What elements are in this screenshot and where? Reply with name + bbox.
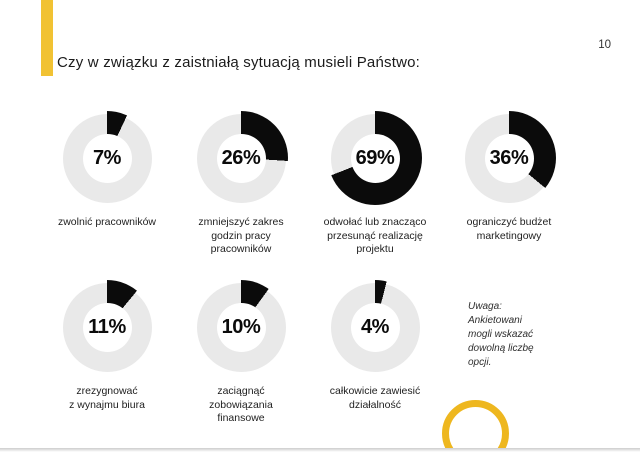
donut-percent-label: 26%	[221, 146, 261, 169]
donut-hole: 10%	[216, 302, 266, 352]
donut-percent-label: 7%	[92, 146, 122, 169]
donut-row-2: 11% zrezygnować z wynajmu biura 10% zacią…	[40, 280, 442, 426]
donut-label: zmniejszyć zakres godzin pracy pracowników	[198, 216, 284, 255]
donut-hole: 36%	[484, 133, 534, 183]
donut-percent-label: 11%	[88, 315, 126, 338]
donut-percent-label: 10%	[221, 315, 261, 338]
donut-label: ograniczyć budżet marketingowy	[466, 216, 552, 242]
slide-bottom-shadow	[0, 448, 640, 452]
donut-hole: 7%	[82, 133, 132, 183]
donut-chart: 26%	[194, 111, 288, 205]
donut-hole: 26%	[216, 133, 266, 183]
donut-chart: 11%	[60, 280, 154, 374]
page-title: Czy w związku z zaistniałą sytuacją musi…	[57, 54, 421, 71]
donut-hole: 69%	[350, 133, 400, 183]
page-number: 10	[598, 39, 611, 51]
donut-cell: 11% zrezygnować z wynajmu biura	[40, 280, 174, 426]
donut-percent-label: 36%	[489, 146, 529, 169]
donut-chart: 36%	[462, 111, 556, 205]
donut-hole: 4%	[350, 302, 400, 352]
donut-cell: 36% ograniczyć budżet marketingowy	[442, 111, 576, 257]
donut-chart: 4%	[328, 280, 422, 374]
donut-hole: 11%	[82, 302, 132, 352]
donut-label: zwolnić pracowników	[57, 216, 157, 228]
donut-cell: 4% całkowicie zawiesić działalność	[308, 280, 442, 426]
donut-percent-label: 69%	[355, 146, 395, 169]
accent-bar	[41, 0, 53, 76]
donut-percent-label: 4%	[360, 315, 390, 338]
donut-label: zaciągnąć zobowiązania finansowe	[209, 385, 273, 424]
donut-cell: 7% zwolnić pracowników	[40, 111, 174, 257]
donut-label: odwołać lub znacząco przesunąć realizację…	[323, 216, 427, 255]
note-text: Uwaga: Ankietowani mogli wskazać dowolną li…	[468, 301, 534, 368]
donut-row-1: 7% zwolnić pracowników 26% zmniejszyć za…	[40, 111, 576, 257]
donut-cell: 10% zaciągnąć zobowiązania finansowe	[174, 280, 308, 426]
donut-chart: 7%	[60, 111, 154, 205]
donut-chart: 69%	[328, 111, 422, 205]
donut-cell: 69% odwołać lub znacząco przesunąć realiz…	[308, 111, 442, 257]
donut-chart: 10%	[194, 280, 288, 374]
donut-label: zrezygnować z wynajmu biura	[69, 385, 145, 411]
donut-cell: 26% zmniejszyć zakres godzin pracy pracown…	[174, 111, 308, 257]
donut-label: całkowicie zawiesić działalność	[329, 385, 421, 411]
decorative-circle	[442, 400, 509, 448]
